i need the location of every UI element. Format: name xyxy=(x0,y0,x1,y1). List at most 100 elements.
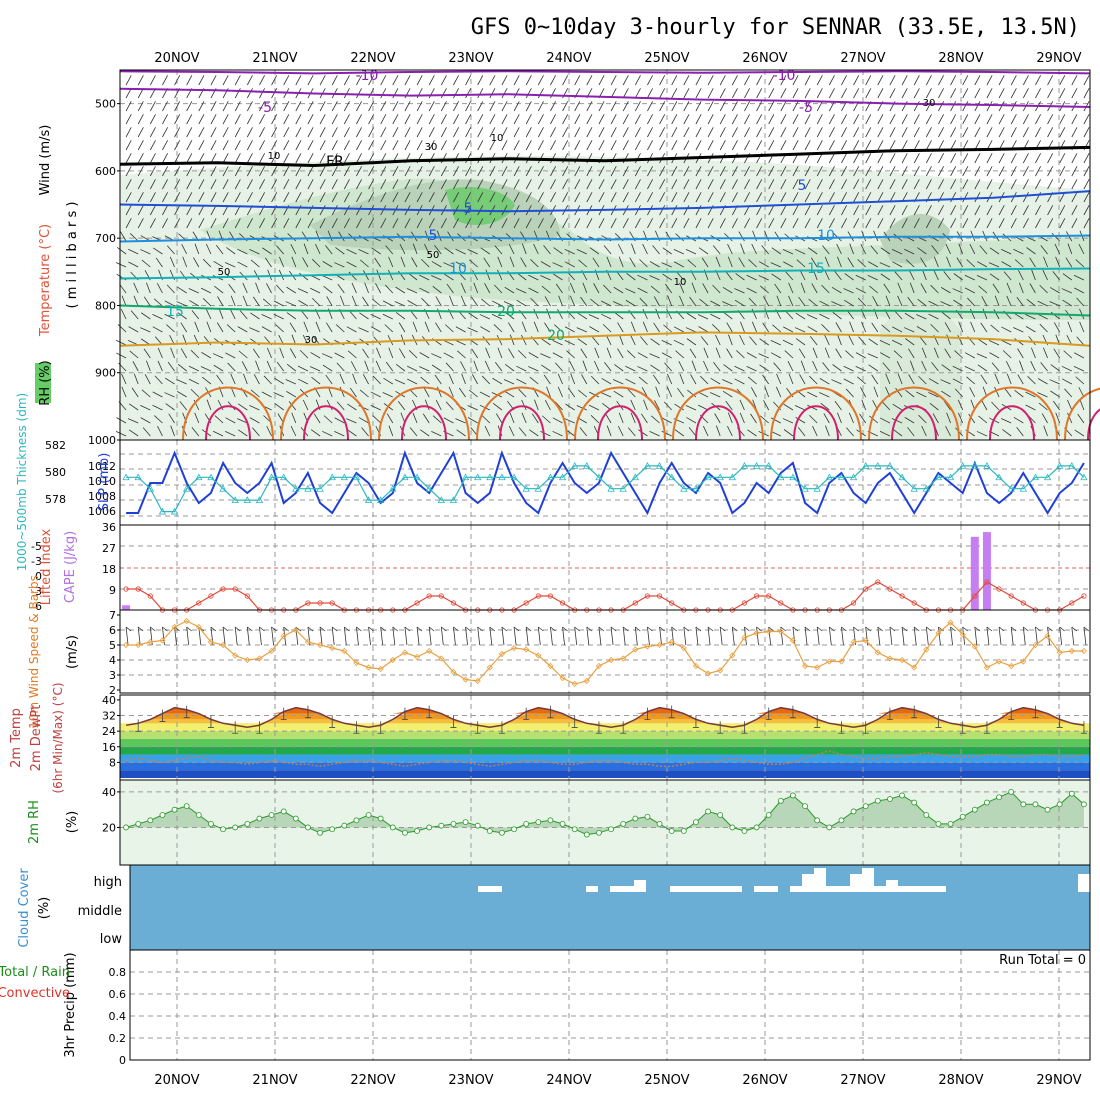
wind-barb xyxy=(1010,218,1017,229)
thickness-marker xyxy=(267,473,276,481)
wind-barb xyxy=(271,75,278,86)
wind-barb xyxy=(727,425,733,437)
wind-barb xyxy=(759,364,769,372)
wind-barb xyxy=(455,248,466,255)
li-tick-label: 6 xyxy=(35,600,42,613)
wind-barb xyxy=(445,324,454,333)
rh2m-marker xyxy=(292,815,299,822)
wind-barb xyxy=(289,322,297,333)
isotherms xyxy=(119,70,1100,441)
wind-barb xyxy=(477,192,484,203)
wind-barb xyxy=(283,218,290,229)
wind-barb xyxy=(1047,205,1054,216)
wind-barb xyxy=(460,295,466,307)
wind-barb xyxy=(962,114,969,125)
thickness-marker xyxy=(959,462,967,469)
wind-barb xyxy=(883,283,891,294)
wind10m-barb xyxy=(998,626,1002,646)
wind-barb xyxy=(857,376,866,385)
wind-barb xyxy=(529,429,539,437)
wind-barb xyxy=(792,205,799,216)
wind-barb xyxy=(246,127,253,138)
wind-barb xyxy=(202,298,212,307)
wind-barb xyxy=(731,101,738,112)
day-label-bottom: 29NOV xyxy=(1036,1073,1081,1088)
wind-barb xyxy=(1010,88,1017,99)
cloud-bars xyxy=(478,868,1090,892)
wind-barb xyxy=(762,322,770,333)
wind-barb xyxy=(505,364,515,372)
y-tick-label: 2 xyxy=(109,684,116,697)
wind-barb xyxy=(564,261,575,268)
wind-barb xyxy=(343,205,350,216)
wind10m-marker xyxy=(474,677,481,685)
wind-barb xyxy=(515,288,527,294)
wind-barb xyxy=(763,400,770,411)
day-label-bottom: 28NOV xyxy=(938,1073,983,1088)
wind-barb xyxy=(683,140,690,151)
wind-barb xyxy=(295,127,302,138)
wind-barb xyxy=(1035,205,1041,216)
wind-barb xyxy=(991,362,1000,372)
wind-barb xyxy=(1025,326,1036,333)
wind-barb xyxy=(153,298,163,307)
wind-barb xyxy=(834,400,842,411)
rh2m-marker xyxy=(850,808,857,815)
wind10m-barb-flag xyxy=(1071,626,1078,632)
wind-barb xyxy=(319,218,326,229)
wind-barb xyxy=(448,386,454,398)
wind-barb xyxy=(689,348,697,359)
wind-barb xyxy=(562,140,569,151)
wind-barb xyxy=(480,326,491,333)
rh2m-marker xyxy=(317,829,323,836)
temp-minmax-label: (6hr Min/Max) (°C) xyxy=(51,682,65,793)
wind-barb xyxy=(901,153,908,164)
wind-barb xyxy=(907,427,915,437)
wind-barb xyxy=(174,218,181,229)
wind-barb xyxy=(423,387,430,398)
wind10m-barb-flag xyxy=(1059,626,1065,632)
temp-minmax-bar xyxy=(159,709,166,722)
wind10m-marker xyxy=(717,667,724,674)
wind-barb xyxy=(343,101,350,112)
wind10m-barb xyxy=(246,626,250,646)
wind-barb xyxy=(994,295,1000,307)
li-tick-label: -5 xyxy=(31,540,42,553)
wind-barb xyxy=(374,257,382,268)
isotherm-loop-35 xyxy=(695,405,741,441)
wind-barb xyxy=(780,140,787,151)
wind-barb xyxy=(655,308,660,320)
wind-barb xyxy=(531,413,539,424)
rh2m-marker xyxy=(596,829,602,836)
wind-barb xyxy=(380,166,387,177)
wind-barb xyxy=(690,374,697,385)
wind-barb xyxy=(989,352,1000,359)
wind-barb xyxy=(744,127,750,138)
rh-shade-90 xyxy=(445,186,515,225)
rh2m-marker xyxy=(935,820,942,827)
wind-barb xyxy=(865,179,872,190)
wind-barb xyxy=(319,75,326,86)
wind-barb xyxy=(1050,390,1060,398)
rh2m-marker xyxy=(389,824,396,831)
wind-barb xyxy=(785,271,794,281)
wind-barb xyxy=(142,427,151,437)
wind10m-barb xyxy=(901,626,905,646)
wind-barb xyxy=(913,166,920,177)
wind-barb xyxy=(804,88,811,99)
wind-barb xyxy=(416,88,423,99)
wind-barb xyxy=(1079,308,1085,320)
wind-barb xyxy=(625,378,636,385)
wind-barb xyxy=(758,353,769,359)
wind-barb xyxy=(783,326,794,333)
wind-barb xyxy=(212,353,224,359)
wind-barb xyxy=(925,101,932,112)
wind-barb xyxy=(428,127,435,138)
wind-barb xyxy=(315,321,321,333)
wind-barb xyxy=(913,153,920,164)
wind-barb xyxy=(1010,75,1017,86)
wind-barb xyxy=(756,127,763,138)
high-cloud-bar xyxy=(670,886,682,892)
wind-barb xyxy=(819,378,830,385)
wind-barb xyxy=(492,377,503,385)
